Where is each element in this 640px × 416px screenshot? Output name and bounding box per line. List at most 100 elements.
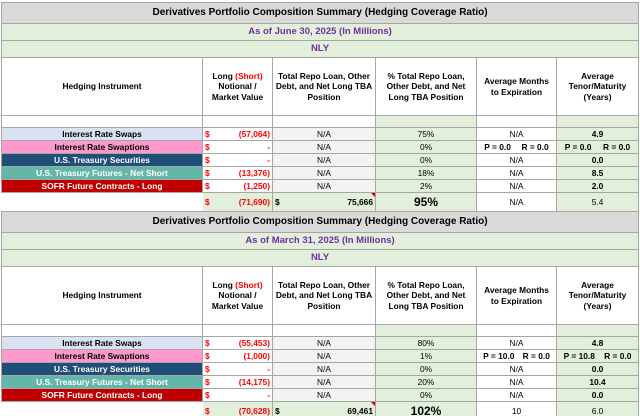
tenor-value: 0.0: [555, 153, 640, 167]
header-notional: Long (Short) Notional / Market Value: [202, 266, 273, 325]
currency-symbol: $: [205, 180, 210, 191]
header-notional: Long (Short) Notional / Market Value: [202, 57, 273, 116]
table-title: Derivatives Portfolio Composition Summar…: [0, 2, 640, 24]
months-value: N/A: [476, 166, 557, 180]
company-ticker: NLY: [0, 249, 640, 267]
total-repo-amount: 69,461: [347, 405, 373, 416]
tenor-value: 4.9: [555, 127, 640, 141]
currency-symbol: $: [205, 350, 210, 361]
months-value: N/A: [476, 388, 557, 402]
repo-value: N/A: [272, 153, 376, 167]
report-date: As of March 31, 2025 (In Millions): [0, 232, 640, 250]
table-row: SOFR Future Contracts - Long $ - N/A 0% N/A 0.…: [1, 388, 640, 402]
spacer-cell: [272, 324, 376, 337]
spacer-cell: [272, 115, 376, 128]
instrument-name: Interest Rate Swaps: [1, 336, 203, 350]
currency-symbol: $: [205, 376, 210, 387]
header-total-repo: Total Repo Loan, Other Debt, and Net Lon…: [272, 57, 376, 116]
currency-symbol: $: [205, 154, 210, 165]
repo-value: N/A: [272, 336, 376, 350]
notional-amount: -: [267, 154, 270, 165]
repo-value: N/A: [272, 166, 376, 180]
repo-value: N/A: [272, 362, 376, 376]
spacer-cell: [375, 115, 477, 128]
repo-value: N/A: [272, 179, 376, 193]
notional-amount: (1,000): [243, 350, 270, 361]
table-row: U.S. Treasury Futures - Net Short $ (13,37…: [1, 166, 640, 180]
tenor-value: 4.8: [555, 336, 640, 350]
instrument-name: Interest Rate Swaptions: [1, 349, 203, 363]
company-ticker: NLY: [0, 40, 640, 58]
spacer-cell: [202, 115, 273, 128]
notional-value: $ -: [202, 388, 273, 402]
notional-value: $ -: [202, 362, 273, 376]
pct-value: 75%: [375, 127, 477, 141]
tenor-receiver: R = 0.0: [604, 350, 632, 361]
pct-value: 0%: [375, 140, 477, 154]
total-notional: $ (70,628): [202, 401, 273, 416]
notional-amount: (13,376): [238, 167, 270, 178]
tenor-value: P = 10.8 R = 0.0: [555, 349, 640, 363]
pct-value: 0%: [375, 362, 477, 376]
spacer-cell: [202, 324, 273, 337]
tenor-payer: P = 10.8: [563, 350, 595, 361]
header-pct-repo: % Total Repo Loan, Other Debt, and Net L…: [375, 57, 477, 116]
tenor-value: 0.0: [555, 362, 640, 376]
notional-value: $ -: [202, 153, 273, 167]
header-notional-value: Notional / Market Value: [211, 290, 264, 311]
repo-value: N/A: [272, 127, 376, 141]
table-row: U.S. Treasury Futures - Net Short $ (14,17…: [1, 375, 640, 389]
notional-amount: -: [267, 141, 270, 152]
table-title: Derivatives Portfolio Composition Summar…: [0, 211, 640, 233]
header-avg-months: Average Months to Expiration: [476, 57, 557, 116]
total-tenor: 5.4: [555, 192, 640, 212]
months-value: P = 0.0 R = 0.0: [476, 140, 557, 154]
notional-amount: (1,250): [243, 180, 270, 191]
table-row: Interest Rate Swaps $ (55,453) N/A 80% N/A 4.8: [1, 336, 640, 350]
notional-value: $ (57,064): [202, 127, 273, 141]
months-value: P = 10.0 R = 0.0: [476, 349, 557, 363]
table-row: U.S. Treasury Securities $ - N/A 0% N/A 0.0: [1, 362, 640, 376]
total-row: $ (71,690) $75,666 95% N/A 5.4: [1, 192, 640, 212]
months-value: N/A: [476, 127, 557, 141]
pct-value: 2%: [375, 179, 477, 193]
header-pct-repo: % Total Repo Loan, Other Debt, and Net L…: [375, 266, 477, 325]
header-notional-short: (Short): [235, 70, 263, 81]
table-row: Interest Rate Swaptions $ (1,000) N/A 1% P = …: [1, 349, 640, 363]
header-notional-short: (Short): [235, 279, 263, 290]
total-notional-amount: (70,628): [238, 405, 270, 416]
notional-amount: -: [267, 389, 270, 400]
months-receiver: R = 0.0: [522, 350, 550, 361]
currency-symbol: $: [205, 337, 210, 348]
instrument-name: SOFR Future Contracts - Long: [1, 388, 203, 402]
currency-symbol: $: [205, 167, 210, 178]
total-row: $ (70,628) $69,461 102% 10 6.0: [1, 401, 640, 416]
notional-value: $ -: [202, 140, 273, 154]
total-tenor: 6.0: [555, 401, 640, 416]
spacer-cell: [555, 115, 640, 128]
hedging-summary-table-march: Derivatives Portfolio Composition Summar…: [0, 211, 640, 416]
months-receiver: R = 0.0: [521, 141, 549, 152]
currency-symbol: $: [205, 141, 210, 152]
total-pct: 95%: [375, 192, 477, 212]
spacer-cell: [375, 324, 477, 337]
notional-value: $ (13,376): [202, 166, 273, 180]
notional-value: $ (14,175): [202, 375, 273, 389]
table-row: Interest Rate Swaptions $ - N/A 0% P = 0.0 R =…: [1, 140, 640, 154]
tenor-value: 2.0: [555, 179, 640, 193]
repo-value: N/A: [272, 140, 376, 154]
total-months: N/A: [476, 192, 557, 212]
total-repo-amount: 75,666: [347, 196, 373, 207]
total-notional: $ (71,690): [202, 192, 273, 212]
pct-value: 18%: [375, 166, 477, 180]
pct-value: 0%: [375, 388, 477, 402]
notional-amount: (57,064): [238, 128, 270, 139]
instrument-name: U.S. Treasury Securities: [1, 362, 203, 376]
currency-symbol: $: [275, 405, 280, 416]
notional-value: $ (1,000): [202, 349, 273, 363]
months-value: N/A: [476, 362, 557, 376]
table-row: Interest Rate Swaps $ (57,064) N/A 75% N/A 4.9: [1, 127, 640, 141]
notional-value: $ (1,250): [202, 179, 273, 193]
spacer-cell: [1, 115, 203, 128]
tenor-receiver: R = 0.0: [602, 141, 631, 152]
